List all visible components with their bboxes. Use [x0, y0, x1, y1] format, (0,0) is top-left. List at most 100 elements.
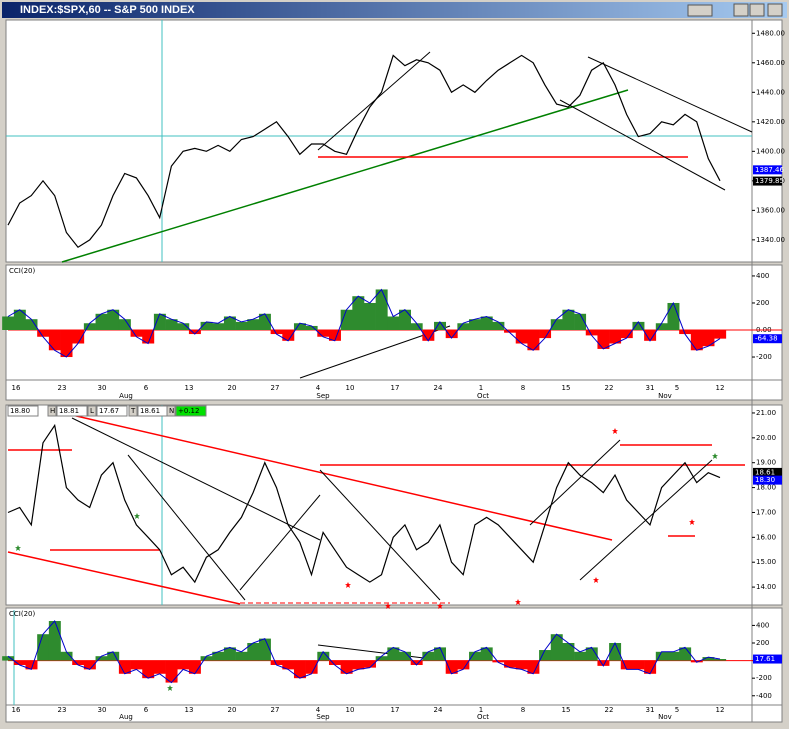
x-tick-label: 17: [391, 384, 400, 392]
cci-bar: [632, 660, 645, 670]
cci-bar: [130, 330, 143, 337]
cci-bar: [223, 647, 236, 661]
y-tick-label: -200: [756, 353, 772, 361]
cci-bar: [527, 660, 540, 674]
cci-bar: [142, 330, 155, 344]
y-tick-label: 14.00: [756, 583, 776, 591]
x-tick-label: 10: [346, 706, 355, 714]
cci-bar: [72, 330, 85, 344]
x-tick-label: 22: [605, 706, 614, 714]
trendline: [71, 417, 321, 541]
y-tick-label: 1360.00: [756, 206, 785, 214]
cci-bar: [305, 325, 318, 330]
cci-bar: [60, 330, 73, 358]
x-month-label: Oct: [477, 713, 489, 721]
close-button[interactable]: [767, 3, 783, 17]
x-tick-label: 27: [271, 706, 280, 714]
cci-bar: [644, 330, 657, 341]
cci-bar: [492, 660, 505, 663]
y-tick-label: 17.00: [756, 508, 776, 516]
cci-bar: [223, 316, 236, 330]
cci-bar: [620, 330, 633, 339]
header-value: 18.61: [140, 407, 160, 415]
trendline: [559, 99, 726, 191]
trendline: [529, 439, 621, 526]
cci-bar: [118, 319, 131, 330]
cci-bar: [118, 660, 131, 674]
cci-bar: [270, 660, 283, 665]
cci-bar: [550, 634, 563, 661]
trendline: [127, 454, 246, 601]
x-month-label: Sep: [316, 713, 330, 721]
header-value: 18.80: [10, 407, 30, 415]
cci-bar: [469, 319, 482, 330]
x-tick-label: 17: [391, 706, 400, 714]
cci-bar: [13, 309, 26, 330]
cci-bar: [212, 651, 225, 661]
cci-bar: [702, 330, 715, 347]
cci-bar: [445, 660, 458, 674]
window-title: INDEX:$SPX,60 -- S&P 500 INDEX: [20, 4, 195, 16]
last-value-label: -64.38: [755, 335, 778, 343]
cci-bar: [2, 316, 15, 330]
trendline: [71, 414, 613, 541]
x-month-label: Sep: [316, 392, 330, 400]
last-value-box: [753, 475, 782, 485]
header-value: T: [130, 407, 136, 415]
sync-button[interactable]: [687, 4, 713, 17]
x-tick-label: 15: [562, 384, 571, 392]
cci-bar: [165, 319, 178, 330]
cci-bar: [539, 330, 552, 339]
maximize-button[interactable]: [749, 3, 765, 17]
cci-bar: [387, 647, 400, 661]
x-tick-label: 5: [675, 384, 679, 392]
panel-label: CCI(20): [9, 610, 35, 618]
header-box: [56, 405, 88, 417]
y-tick-label: 200: [756, 639, 769, 647]
last-value-label: 1387.46: [755, 166, 784, 174]
last-value-box: [753, 467, 782, 477]
cci-bar: [655, 323, 668, 330]
cci-bar: [504, 660, 517, 668]
cci-bar: [2, 656, 15, 661]
x-month-label: Oct: [477, 392, 489, 400]
last-value-box: [753, 176, 782, 186]
minimize-button[interactable]: [733, 3, 749, 17]
cci-bar: [375, 289, 388, 330]
cci-bar: [434, 321, 447, 330]
cci-bar: [130, 660, 143, 670]
cci-bar: [539, 650, 552, 661]
cci-bar: [200, 321, 213, 330]
header-value: +0.12: [178, 407, 199, 415]
cci-bar: [679, 330, 692, 335]
x-month-label: Aug: [119, 392, 133, 400]
x-axis-panel: [5, 379, 783, 401]
cci-bar: [410, 323, 423, 330]
y-tick-label: 1420.00: [756, 118, 785, 126]
cci-bar: [492, 321, 505, 330]
cci-bar: [258, 638, 271, 661]
cci-bar: [352, 296, 365, 330]
x-month-label: Aug: [119, 713, 133, 721]
x-tick-label: 6: [144, 384, 149, 392]
header-value: 18.81: [59, 407, 79, 415]
cci-bar: [282, 330, 295, 341]
x-tick-label: 30: [98, 384, 107, 392]
cci-bar: [422, 651, 435, 661]
cci-bar: [480, 647, 493, 661]
cci-bar: [364, 660, 376, 668]
cci-bar: [37, 634, 50, 661]
cci-bar: [515, 330, 528, 344]
lower-x-axis-panel: [5, 704, 783, 723]
x-tick-label: 4: [316, 706, 321, 714]
x-tick-label: 16: [12, 384, 21, 392]
cci-bar: [585, 647, 598, 661]
lower-panel: [5, 404, 783, 606]
y-tick-label: 1460.00: [756, 59, 785, 67]
x-month-label: Nov: [658, 392, 672, 400]
header-box: [128, 405, 138, 417]
cci-bar: [667, 651, 680, 661]
header-box: [166, 405, 176, 417]
